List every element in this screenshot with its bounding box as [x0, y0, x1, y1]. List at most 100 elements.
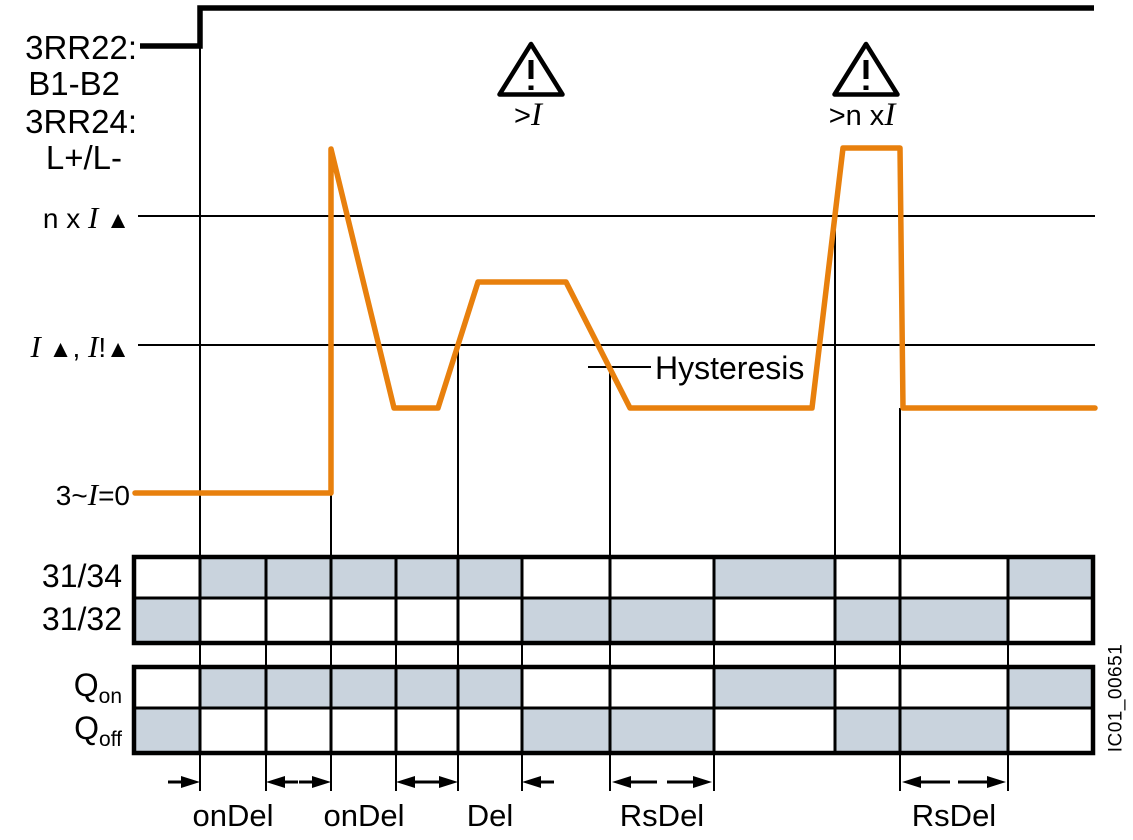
- timing-cell: [456, 706, 524, 755]
- row-label-q-off: Qoff: [0, 710, 122, 751]
- spacer: [98, 203, 106, 234]
- timing-cell: [833, 596, 902, 645]
- timing-cell: [264, 596, 333, 645]
- delay-label-rsdel-2: RsDel: [911, 798, 997, 833]
- row-label-sub: off: [99, 728, 122, 751]
- timing-cell: [608, 665, 716, 710]
- timing-cell: [456, 665, 524, 710]
- current-waveform: [132, 145, 1098, 496]
- up-triangle-icon: ▲: [48, 336, 73, 363]
- row-label-sub: on: [98, 685, 122, 708]
- timing-cell: [264, 665, 333, 710]
- up-triangle-icon: ▲: [106, 207, 130, 234]
- contact-state-cells: [132, 555, 1095, 755]
- delay-label-ondel-1: onDel: [192, 798, 274, 833]
- row-label-text: Q: [73, 667, 99, 703]
- contact-table-border: [131, 554, 1096, 646]
- timing-cell: [608, 706, 716, 755]
- row-label-31-34: 31/34: [0, 558, 122, 599]
- row-label-text: 31/34: [41, 558, 122, 594]
- timing-cell: [329, 555, 398, 600]
- timing-cell: [198, 596, 268, 645]
- timing-cell: [1006, 555, 1095, 600]
- comma: ,: [72, 332, 89, 363]
- timing-cell: [833, 555, 902, 600]
- timing-cell: [898, 665, 1010, 710]
- q-table-border: [131, 664, 1096, 756]
- timing-cell: [132, 706, 202, 755]
- arrow-left-icon: [522, 776, 541, 788]
- timing-cell: [898, 596, 1010, 645]
- arrow-left-icon: [902, 776, 921, 788]
- timing-cell: [712, 706, 837, 755]
- gt-sign: >: [514, 100, 531, 132]
- supply-step-signal: [140, 5, 1094, 49]
- row-label-31-32: 31/32: [0, 601, 122, 642]
- timing-cell: [833, 706, 902, 755]
- timing-cell: [520, 555, 612, 600]
- timing-cell: [198, 665, 268, 710]
- timing-cell: [198, 555, 268, 600]
- timing-cell: [394, 706, 460, 755]
- up-triangle-icon: ▲: [106, 336, 130, 363]
- arrow-left-icon: [396, 776, 415, 788]
- timing-cell: [329, 596, 398, 645]
- relay2-terminals-label: L+/L-: [45, 139, 122, 176]
- timing-cell: [198, 706, 268, 755]
- timing-cell: [712, 596, 837, 645]
- relay2-label: 3RR24:: [25, 103, 137, 140]
- current-symbol: I: [884, 97, 896, 133]
- timing-cell: [833, 665, 902, 710]
- exclamation: !: [98, 332, 107, 363]
- current-symbol: I: [88, 329, 99, 364]
- timing-cell: [394, 555, 460, 600]
- current-symbol: I: [30, 329, 41, 364]
- timing-cell: [456, 596, 524, 645]
- gt-n-x: >n x: [828, 100, 885, 132]
- timing-cell: [329, 665, 398, 710]
- arrow-right-icon: [693, 776, 712, 788]
- delay-label-ondel-2: onDel: [323, 798, 405, 833]
- row-label-q-on: Qon: [0, 667, 122, 708]
- hysteresis-label: Hysteresis: [655, 350, 805, 386]
- relay1-terminals-label: B1-B2: [28, 65, 120, 102]
- row-label-text: Q: [74, 710, 100, 746]
- arrow-right-icon: [987, 776, 1006, 788]
- event-lines: [199, 46, 901, 557]
- over-i-caption: >I: [514, 97, 542, 133]
- warning-triangle-icon-over-i: [497, 41, 565, 97]
- timing-cell: [520, 596, 612, 645]
- timing-cell: [1006, 665, 1095, 710]
- timing-cell: [898, 555, 1010, 600]
- over-n-x-i-caption: >n xI: [829, 97, 896, 133]
- timing-cell: [520, 665, 612, 710]
- zero-prefix: 3~: [55, 480, 88, 511]
- zero-suffix: =0: [98, 480, 130, 511]
- warning-triangle-icon-over-n-x-i: [832, 41, 900, 97]
- timing-cell: [1006, 706, 1095, 755]
- i-threshold-label: I ▲, I!▲: [0, 329, 130, 364]
- timing-cell: [264, 555, 333, 600]
- row-label-text: 31/32: [41, 601, 122, 637]
- timing-cell: [394, 665, 460, 710]
- timing-cell: [394, 596, 460, 645]
- timing-cell: [132, 555, 202, 600]
- timing-cell: [329, 706, 398, 755]
- arrow-left-icon: [266, 776, 285, 788]
- timing-cell: [1006, 596, 1095, 645]
- timing-cell: [712, 555, 837, 600]
- zero-current-label: 3~I=0: [0, 477, 130, 512]
- n-x-i-threshold-label: n x I ▲: [0, 200, 130, 235]
- timing-cell: [608, 596, 716, 645]
- relay1-label: 3RR22:: [25, 29, 137, 66]
- timing-cell: [608, 555, 716, 600]
- timing-cell: [132, 596, 202, 645]
- timing-cell: [132, 665, 202, 710]
- timing-cell: [264, 706, 333, 755]
- delay-arrows: [168, 776, 1006, 788]
- delay-label-rsdel-1: RsDel: [619, 798, 705, 833]
- spacer: [41, 332, 49, 363]
- division-lines: [199, 643, 1009, 791]
- timing-cell: [520, 706, 612, 755]
